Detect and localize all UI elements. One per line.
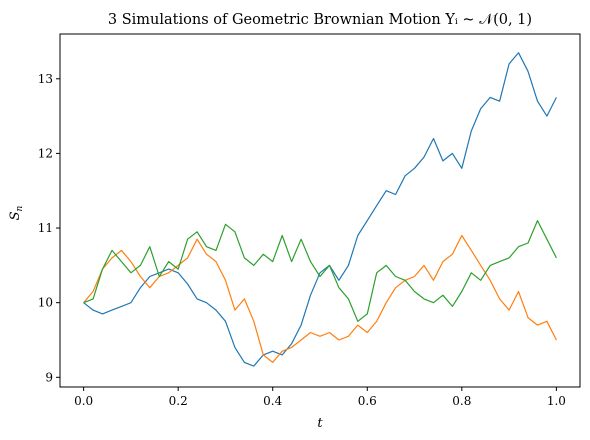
axes-frame [59, 33, 581, 388]
y-axis-label-subscript: n [15, 205, 25, 211]
x-axis-label: t [317, 416, 323, 431]
x-tick-label: 0.6 [358, 394, 377, 408]
x-axis: 0.0 0.2 0.4 0.6 0.8 1.0 [74, 387, 566, 408]
series-line-3 [83, 220, 557, 322]
x-tick-label: 0.8 [452, 394, 471, 408]
plot-area [83, 52, 557, 367]
y-tick-label: 9 [45, 370, 53, 384]
x-tick-label: 0.2 [169, 394, 188, 408]
y-tick-label: 13 [38, 72, 53, 86]
x-tick-label: 0.0 [74, 394, 93, 408]
y-axis-label-main: S [8, 211, 23, 220]
chart-title: 3 Simulations of Geometric Brownian Moti… [108, 12, 532, 28]
series-line-1 [83, 52, 557, 367]
y-axis: 9 10 11 12 13 [38, 72, 60, 384]
y-tick-label: 10 [38, 296, 53, 310]
y-tick-label: 11 [38, 221, 53, 235]
x-tick-label: 1.0 [547, 394, 566, 408]
x-tick-label: 0.4 [263, 394, 282, 408]
series-line-2 [83, 234, 557, 363]
y-axis-label: Sn [8, 205, 25, 220]
y-tick-label: 12 [38, 146, 53, 160]
